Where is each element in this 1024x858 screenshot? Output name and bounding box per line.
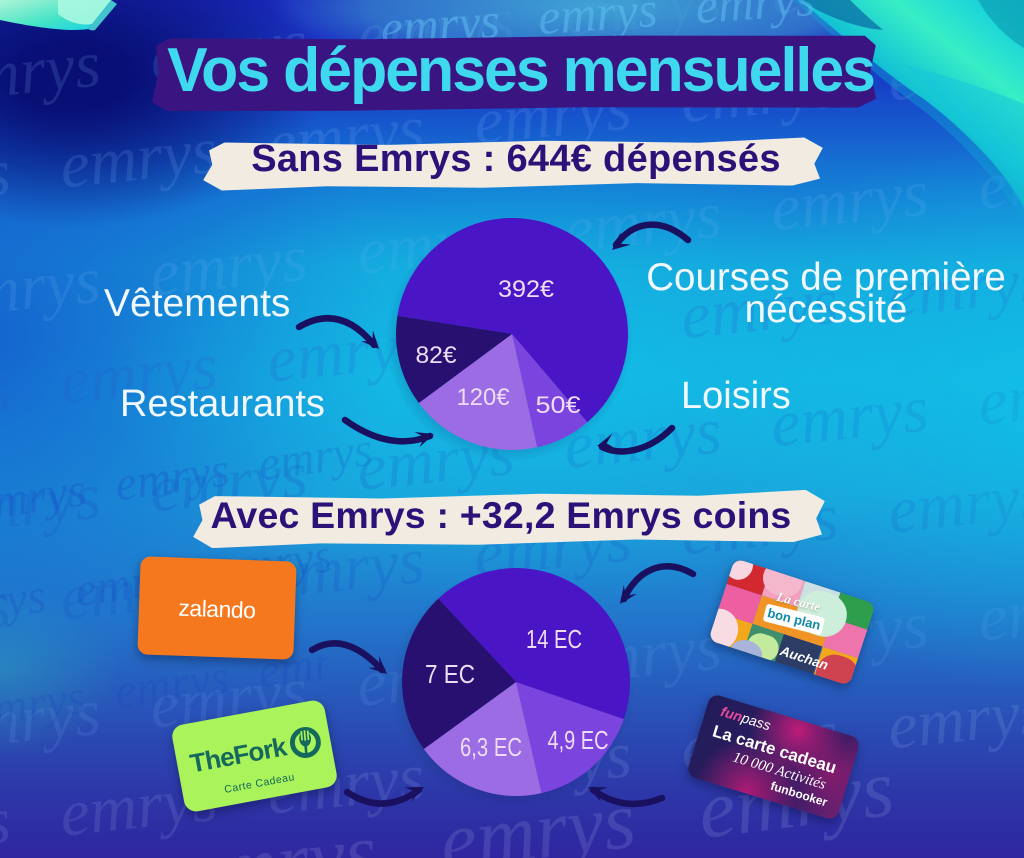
svg-text:50€: 50€ (536, 392, 582, 419)
svg-text:82€: 82€ (416, 342, 458, 369)
svg-text:120€: 120€ (457, 384, 511, 411)
svg-text:6,3 EC: 6,3 EC (460, 732, 522, 762)
svg-text:14 EC: 14 EC (526, 624, 582, 654)
svg-text:392€: 392€ (498, 276, 555, 303)
svg-text:7 EC: 7 EC (425, 659, 475, 689)
svg-text:4,9 EC: 4,9 EC (548, 725, 609, 755)
